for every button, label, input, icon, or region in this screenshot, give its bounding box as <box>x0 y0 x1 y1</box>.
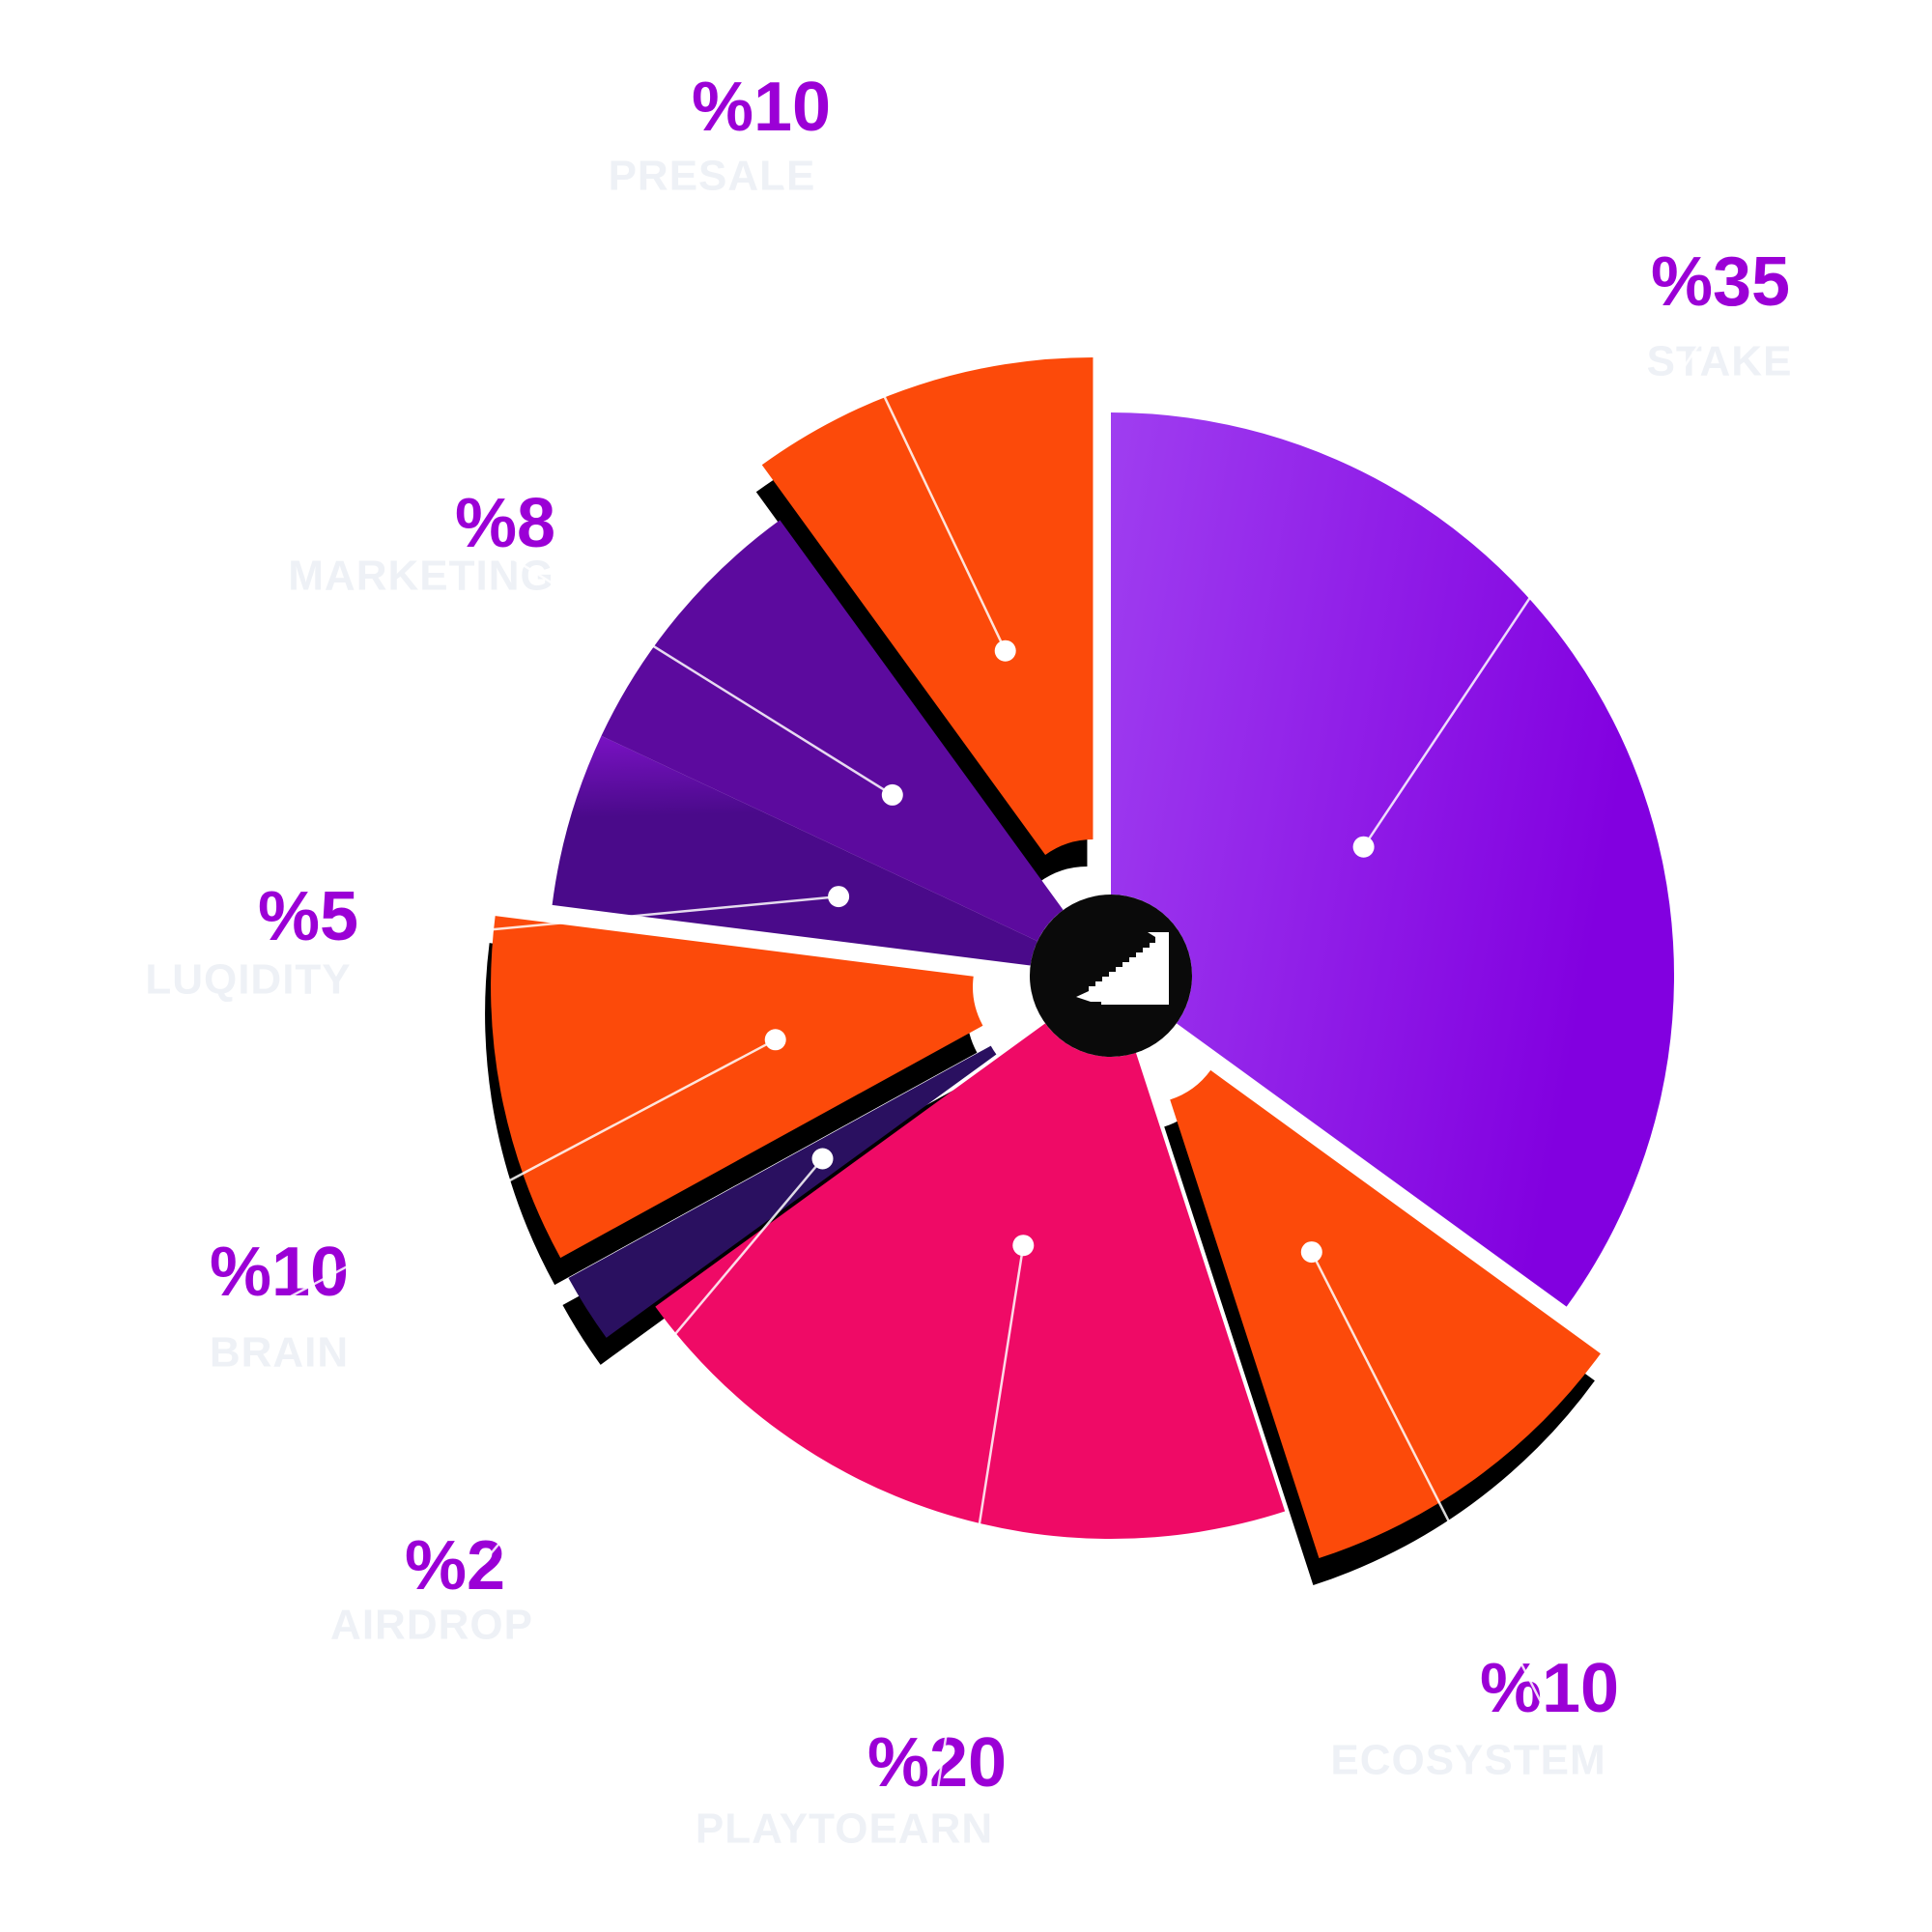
svg-text:%10: %10 <box>1480 1650 1619 1727</box>
svg-text:BRAIN: BRAIN <box>210 1328 349 1376</box>
svg-text:%35: %35 <box>1651 243 1790 321</box>
svg-text:PRESALE: PRESALE <box>609 152 816 199</box>
svg-text:AIRDROP: AIRDROP <box>330 1601 533 1648</box>
svg-text:STAKE: STAKE <box>1647 337 1793 384</box>
svg-text:LUQIDITY: LUQIDITY <box>145 955 351 1003</box>
svg-text:ECOSYSTEM: ECOSYSTEM <box>1330 1736 1605 1783</box>
svg-text:%2: %2 <box>405 1527 505 1605</box>
svg-text:%10: %10 <box>692 69 831 146</box>
svg-text:%10: %10 <box>210 1234 349 1311</box>
svg-text:%8: %8 <box>455 485 555 562</box>
svg-text:PLAYTOEARN: PLAYTOEARN <box>696 1804 993 1852</box>
